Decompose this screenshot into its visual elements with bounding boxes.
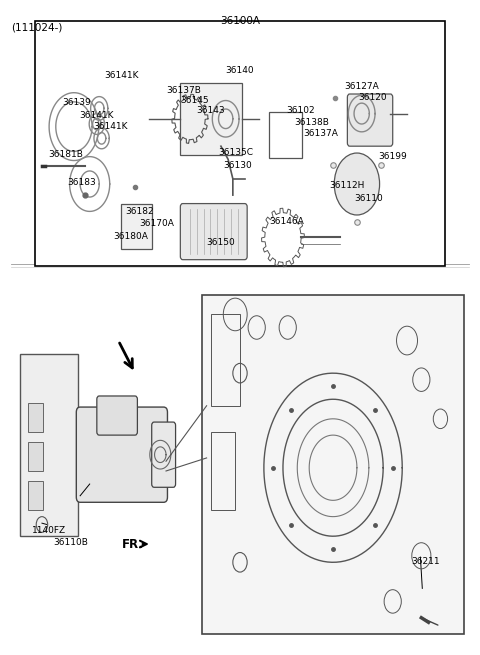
Bar bbox=[211, 314, 240, 405]
Text: 36180A: 36180A bbox=[114, 232, 148, 240]
Text: 36110B: 36110B bbox=[53, 538, 88, 546]
FancyBboxPatch shape bbox=[76, 407, 168, 502]
Text: 36127A: 36127A bbox=[344, 82, 379, 90]
Text: 36181B: 36181B bbox=[48, 150, 83, 159]
Text: 36141K: 36141K bbox=[104, 71, 139, 81]
Ellipse shape bbox=[334, 153, 380, 215]
Text: 36170A: 36170A bbox=[139, 219, 174, 228]
Text: 36146A: 36146A bbox=[270, 217, 304, 227]
Bar bbox=[28, 481, 43, 510]
Text: 36199: 36199 bbox=[378, 152, 407, 161]
Text: 1140FZ: 1140FZ bbox=[33, 527, 67, 535]
Bar bbox=[28, 403, 43, 432]
Text: 36130: 36130 bbox=[223, 161, 252, 170]
FancyBboxPatch shape bbox=[180, 83, 242, 155]
Text: FR.: FR. bbox=[121, 538, 144, 550]
Text: 36150: 36150 bbox=[206, 238, 235, 247]
Text: 36112H: 36112H bbox=[330, 181, 365, 190]
Text: 36182: 36182 bbox=[125, 207, 154, 216]
Text: 36139: 36139 bbox=[62, 98, 91, 107]
FancyBboxPatch shape bbox=[152, 422, 176, 487]
FancyBboxPatch shape bbox=[97, 396, 137, 435]
Bar bbox=[35, 21, 445, 265]
Text: 36141K: 36141K bbox=[94, 122, 128, 131]
Text: 36183: 36183 bbox=[67, 178, 96, 187]
Text: 36110: 36110 bbox=[355, 194, 384, 203]
Text: 36138B: 36138B bbox=[294, 117, 329, 126]
Text: 36143: 36143 bbox=[196, 106, 225, 115]
Text: 36141K: 36141K bbox=[79, 111, 114, 120]
Text: 36137B: 36137B bbox=[166, 86, 201, 95]
Text: 36102: 36102 bbox=[286, 106, 314, 115]
Bar bbox=[211, 432, 235, 510]
Text: (111024-): (111024-) bbox=[11, 22, 62, 32]
Text: 36100A: 36100A bbox=[220, 16, 260, 26]
Text: 36211: 36211 bbox=[411, 557, 440, 566]
Text: 36145: 36145 bbox=[180, 96, 209, 105]
Bar bbox=[28, 441, 43, 471]
Bar bbox=[269, 112, 302, 158]
FancyBboxPatch shape bbox=[180, 204, 247, 259]
Text: 36120: 36120 bbox=[359, 94, 387, 102]
Text: 36135C: 36135C bbox=[218, 148, 253, 157]
Bar bbox=[202, 295, 464, 634]
Text: 36140: 36140 bbox=[226, 66, 254, 75]
FancyBboxPatch shape bbox=[120, 204, 152, 250]
Text: 36137A: 36137A bbox=[303, 129, 338, 138]
FancyBboxPatch shape bbox=[348, 94, 393, 146]
FancyBboxPatch shape bbox=[21, 354, 78, 536]
